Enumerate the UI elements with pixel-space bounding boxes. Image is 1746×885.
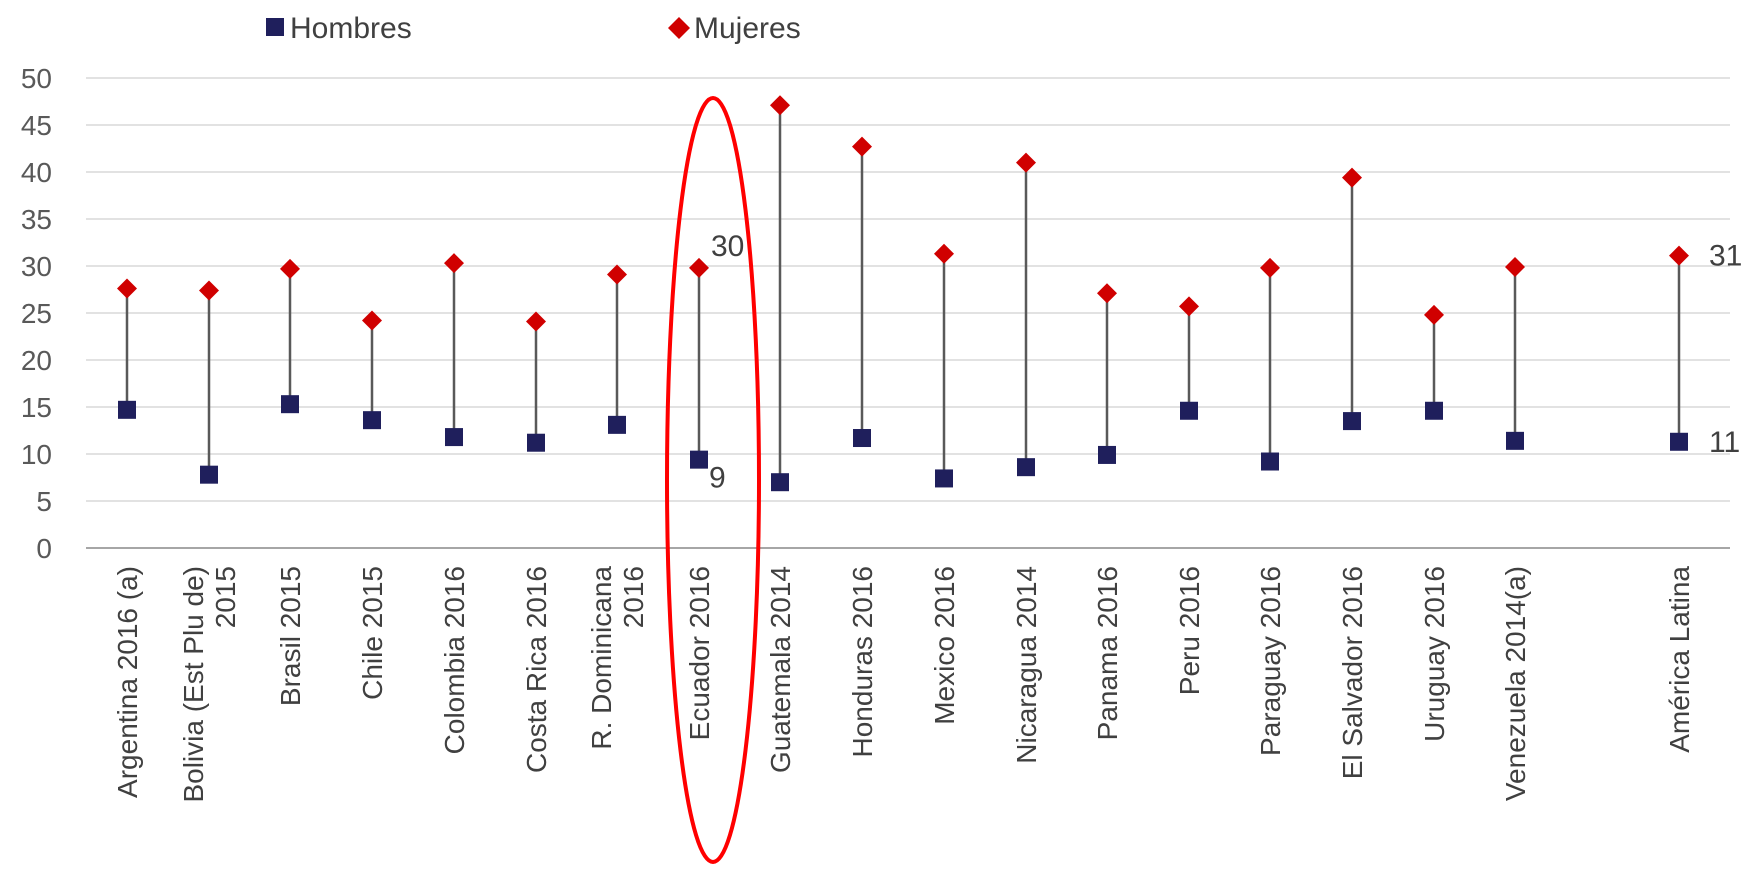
- category-label: Peru 2016: [1174, 566, 1205, 695]
- marker-mujeres: [444, 253, 464, 274]
- marker-hombres: [1017, 458, 1035, 477]
- category-label: Nicaragua 2014: [1011, 566, 1042, 764]
- marker-hombres: [1098, 445, 1116, 464]
- y-tick-label: 20: [21, 345, 52, 376]
- marker-mujeres: [770, 95, 790, 116]
- legend-marker-hombres: [266, 18, 284, 36]
- y-tick-label: 5: [36, 486, 52, 517]
- category-label: Chile 2015: [357, 566, 388, 700]
- category-label: Argentina 2016 (a): [112, 566, 143, 798]
- marker-hombres: [1180, 401, 1198, 420]
- y-tick-label: 10: [21, 439, 52, 470]
- marker-hombres: [1425, 401, 1443, 420]
- category-label: Costa Rica 2016: [521, 566, 552, 773]
- marker-mujeres: [1342, 167, 1362, 188]
- marker-hombres: [1343, 412, 1361, 431]
- data-label: 31: [1709, 240, 1742, 273]
- marker-mujeres: [1097, 283, 1117, 304]
- marker-hombres: [118, 400, 136, 419]
- marker-mujeres: [689, 257, 709, 278]
- marker-hombres: [527, 433, 545, 452]
- category-label: Brasil 2015: [275, 566, 306, 706]
- highlight-ellipse: [665, 96, 761, 864]
- marker-mujeres: [1669, 245, 1689, 266]
- y-tick-label: 50: [21, 63, 52, 94]
- marker-mujeres: [117, 278, 137, 299]
- category-label: Bolivia (Est Plu de): [178, 566, 209, 803]
- legend-label-mujeres: Mujeres: [694, 12, 801, 45]
- marker-mujeres: [526, 311, 546, 332]
- marker-mujeres: [1016, 152, 1036, 173]
- legend: Hombres Mujeres: [266, 12, 801, 45]
- category-label: Mexico 2016: [929, 566, 960, 725]
- marker-hombres: [1261, 452, 1279, 471]
- grid-lines: [86, 77, 1730, 502]
- marker-mujeres: [1424, 304, 1444, 325]
- data-label: 11: [1709, 426, 1740, 459]
- marker-hombres: [445, 428, 463, 447]
- category-label: Honduras 2016: [847, 566, 878, 757]
- markers: [117, 95, 1689, 492]
- marker-hombres: [1670, 432, 1688, 451]
- marker-hombres: [363, 411, 381, 430]
- category-label: Colombia 2016: [439, 566, 470, 754]
- marker-mujeres: [852, 136, 872, 157]
- category-label: El Salvador 2016: [1337, 566, 1368, 779]
- y-axis-ticks: 0 5 10 15 20 25 30 35 40 45 50: [21, 63, 52, 564]
- category-label: Guatemala 2014: [765, 566, 796, 773]
- marker-mujeres: [934, 243, 954, 264]
- data-labels: 30 9 31 11: [709, 230, 1742, 495]
- y-tick-label: 25: [21, 298, 52, 329]
- y-tick-label: 30: [21, 251, 52, 282]
- category-label: R. Dominicana: [586, 566, 617, 750]
- marker-mujeres: [1179, 296, 1199, 317]
- range-lines: [125, 105, 1681, 483]
- marker-hombres: [935, 469, 953, 488]
- category-label: América Latina: [1664, 566, 1695, 753]
- marker-mujeres: [199, 280, 219, 301]
- marker-mujeres: [362, 310, 382, 331]
- category-label: Uruguay 2016: [1419, 566, 1450, 742]
- marker-hombres: [853, 429, 871, 448]
- marker-hombres: [690, 450, 708, 469]
- data-label: 9: [709, 462, 726, 495]
- category-label: Ecuador 2016: [684, 566, 715, 740]
- legend-marker-mujeres: [668, 17, 690, 39]
- data-label: 30: [711, 230, 744, 263]
- category-label: Venezuela 2014(a): [1500, 566, 1531, 801]
- y-tick-label: 0: [36, 533, 52, 564]
- y-tick-label: 40: [21, 157, 52, 188]
- category-label: 2016: [618, 566, 649, 628]
- y-tick-label: 35: [21, 204, 52, 235]
- y-tick-label: 45: [21, 110, 52, 141]
- marker-hombres: [771, 473, 789, 492]
- category-label: Panama 2016: [1092, 566, 1123, 740]
- marker-mujeres: [607, 264, 627, 285]
- category-labels: Argentina 2016 (a) Bolivia (Est Plu de) 20…: [112, 566, 1695, 803]
- category-label: 2015: [210, 566, 241, 628]
- marker-hombres: [608, 415, 626, 434]
- highlight-ellipse: [665, 96, 761, 864]
- marker-mujeres: [280, 258, 300, 279]
- marker-mujeres: [1260, 257, 1280, 278]
- y-tick-label: 15: [21, 392, 52, 423]
- marker-mujeres: [1505, 256, 1525, 277]
- category-label: Paraguay 2016: [1255, 566, 1286, 756]
- marker-hombres: [281, 395, 299, 414]
- marker-hombres: [200, 465, 218, 484]
- legend-label-hombres: Hombres: [290, 12, 412, 45]
- marker-hombres: [1506, 431, 1524, 450]
